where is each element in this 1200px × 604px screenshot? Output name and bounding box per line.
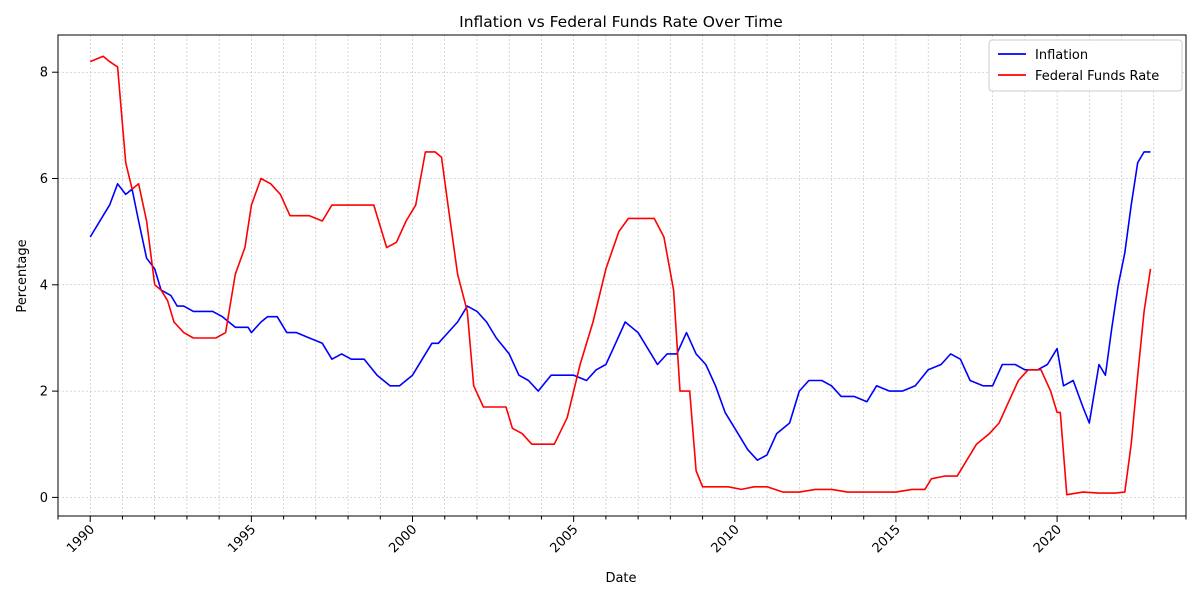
y-tick-label: 2 [40, 385, 48, 400]
series-line-inflation [89, 151, 1151, 462]
legend-box [988, 39, 1183, 92]
y-tick-label: 6 [40, 172, 48, 187]
y-tick-label: 0 [40, 491, 48, 506]
x-axis-label: Date [605, 571, 636, 586]
y-tick-label: 4 [40, 278, 48, 293]
legend-label: Inflation [1035, 48, 1088, 63]
series-line-federal-funds-rate [89, 55, 1152, 496]
series-layer [89, 55, 1152, 496]
y-tick-label: 8 [40, 66, 48, 81]
plot-area-frame [57, 34, 1187, 517]
legend: Inflation Federal Funds Rate [988, 39, 1183, 92]
legend-label: Federal Funds Rate [1035, 69, 1159, 84]
y-axis-label: Percentage [15, 239, 30, 312]
chart-title: Inflation vs Federal Funds Rate Over Tim… [459, 13, 783, 31]
